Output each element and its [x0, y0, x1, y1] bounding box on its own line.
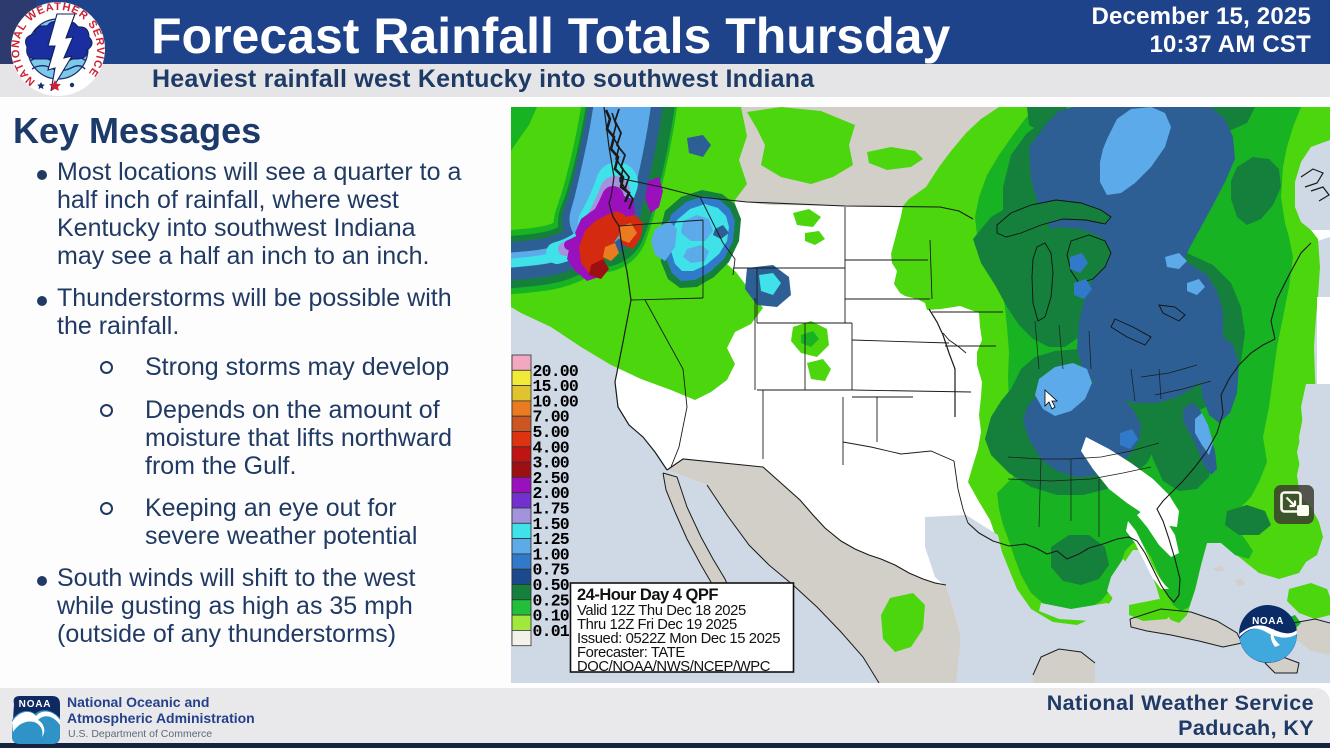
- svg-text:0.01: 0.01: [533, 622, 570, 641]
- svg-text:DOC/NOAA/NWS/NCEP/WPC: DOC/NOAA/NWS/NCEP/WPC: [577, 659, 771, 675]
- svg-text:NOAA: NOAA: [19, 699, 52, 710]
- svg-text:0.25: 0.25: [533, 591, 570, 610]
- svg-text:Issued: 0522Z Mon Dec 15 2025: Issued: 0522Z Mon Dec 15 2025: [577, 631, 780, 647]
- svg-text:10.00: 10.00: [533, 392, 579, 411]
- svg-text:Forecaster: TATE: Forecaster: TATE: [577, 645, 685, 661]
- svg-text:7.00: 7.00: [533, 408, 569, 427]
- svg-text:24-Hour Day 4 QPF: 24-Hour Day 4 QPF: [577, 586, 718, 604]
- svg-text:1.00: 1.00: [533, 545, 569, 564]
- svg-text:0.10: 0.10: [533, 607, 569, 626]
- svg-text:0.75: 0.75: [533, 561, 570, 580]
- svg-text:1.25: 1.25: [533, 530, 570, 549]
- svg-text:2.50: 2.50: [533, 469, 569, 488]
- svg-text:4.00: 4.00: [533, 438, 569, 457]
- svg-text:5.00: 5.00: [533, 423, 569, 442]
- svg-text:1.50: 1.50: [533, 515, 569, 534]
- svg-text:20.00: 20.00: [533, 362, 579, 381]
- svg-text:NOAA: NOAA: [1252, 616, 1284, 627]
- svg-text:Valid 12Z Thu Dec 18 2025: Valid 12Z Thu Dec 18 2025: [577, 603, 746, 619]
- svg-text:2.00: 2.00: [533, 484, 569, 503]
- svg-text:3.00: 3.00: [533, 454, 569, 473]
- svg-text:1.75: 1.75: [533, 500, 570, 519]
- svg-text:0.50: 0.50: [533, 576, 569, 595]
- svg-text:15.00: 15.00: [533, 377, 579, 396]
- svg-text:Thru 12Z Fri Dec 19 2025: Thru 12Z Fri Dec 19 2025: [577, 617, 737, 633]
